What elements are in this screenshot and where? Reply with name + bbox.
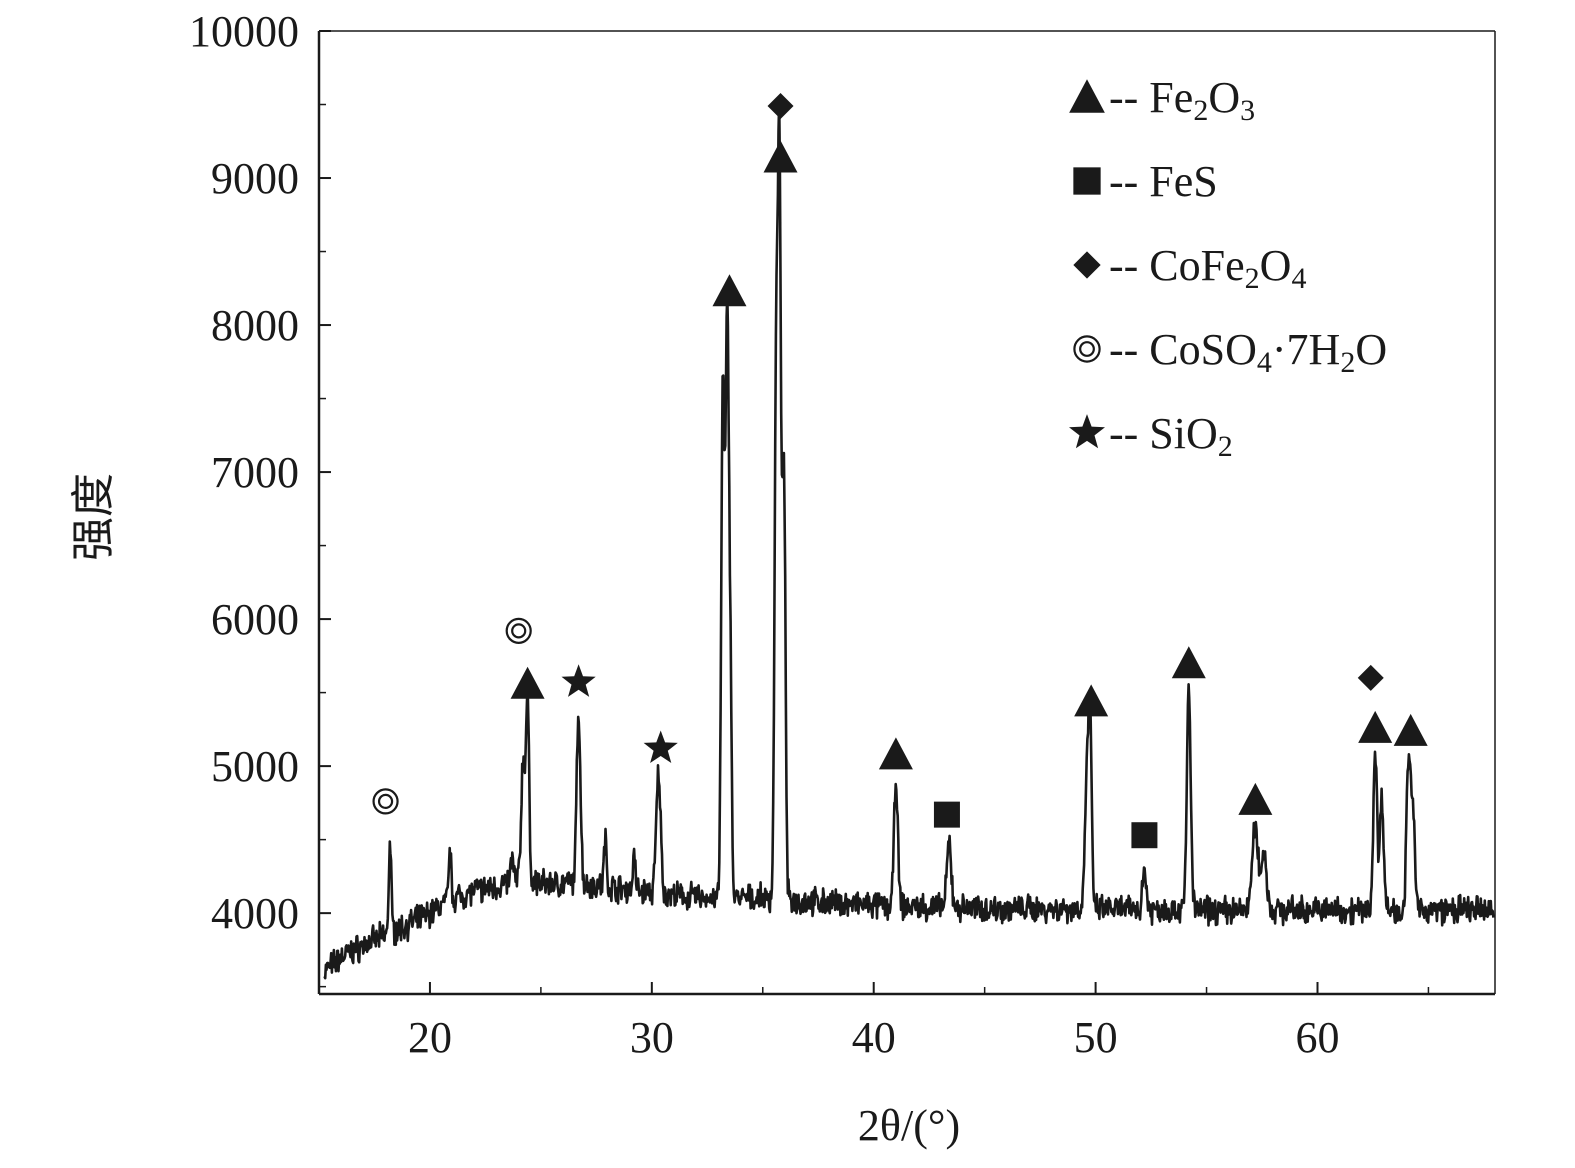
peak-marker-triangle	[712, 274, 747, 307]
plot-frame	[317, 30, 1496, 996]
legend-item: -- Fe2O3	[1069, 73, 1255, 127]
legend-label: -- Fe2O3	[1109, 73, 1255, 127]
peak-marker-triangle	[1074, 684, 1109, 717]
peak-marker-square	[1131, 822, 1158, 849]
peak-marker-triangle	[1171, 646, 1206, 679]
legend-item: -- SiO2	[1069, 409, 1233, 463]
series-spectrum	[323, 98, 1495, 980]
x-axis: 20 30 40 50 60	[318, 982, 1430, 1062]
y-tick-label: 10000	[189, 7, 299, 56]
y-tick-label: 4000	[211, 889, 299, 938]
legend-marker-triangle	[1069, 79, 1105, 113]
x-tick-label: 60	[1295, 1013, 1339, 1062]
legend: -- Fe2O3 -- FeS -- CoFe2O4 -- CoSO4·7H2O -- …	[1069, 73, 1387, 463]
spectrum-line	[323, 98, 1495, 980]
legend-label: -- SiO2	[1109, 409, 1233, 463]
outer-ring	[372, 788, 399, 815]
x-tick-label: 20	[408, 1013, 452, 1062]
legend-label: -- CoSO4·7H2O	[1109, 325, 1387, 379]
outer-ring	[505, 617, 532, 644]
legend-label: -- CoFe2O4	[1109, 241, 1306, 295]
peak-marker-star	[561, 664, 596, 697]
x-tick-label: 30	[630, 1013, 674, 1062]
y-tick-label: 8000	[211, 301, 299, 350]
legend-marker-square	[1073, 167, 1101, 195]
y-axis-title: 强度	[69, 473, 118, 561]
x-tick-label: 50	[1074, 1013, 1118, 1062]
peak-marker-triangle	[763, 140, 798, 173]
legend-marker-star	[1069, 414, 1105, 449]
legend-marker-diamond	[1073, 251, 1101, 279]
peak-marker-star	[643, 730, 678, 763]
legend-item: -- CoFe2O4	[1073, 241, 1306, 295]
peak-marker-triangle	[510, 666, 545, 699]
y-tick-label: 5000	[211, 742, 299, 791]
inner-ring	[377, 793, 394, 810]
legend-marker-double-circle	[1073, 335, 1101, 363]
peak-marker-triangle	[1238, 782, 1273, 815]
peak-marker-square	[933, 801, 960, 828]
x-axis-title: 2θ/(°)	[858, 1101, 960, 1150]
peak-marker-triangle	[878, 737, 913, 770]
inner-ring	[1079, 341, 1095, 357]
legend-item: -- CoSO4·7H2O	[1073, 325, 1387, 379]
x-tick-label: 40	[852, 1013, 896, 1062]
inner-ring	[511, 623, 527, 639]
y-tick-label: 6000	[211, 595, 299, 644]
legend-item: -- FeS	[1073, 157, 1218, 206]
y-tick-label: 9000	[211, 154, 299, 203]
peak-markers	[372, 92, 1428, 849]
peak-marker-diamond	[1357, 664, 1384, 691]
outer-ring	[1073, 335, 1101, 363]
y-tick-label: 7000	[211, 448, 299, 497]
peak-marker-double-circle	[505, 617, 532, 644]
peak-marker-triangle	[1358, 710, 1393, 743]
peak-marker-triangle	[1393, 713, 1428, 746]
peak-marker-double-circle	[372, 788, 399, 815]
y-axis: 4000 5000 6000 7000 8000 9000 10000	[189, 7, 331, 988]
peak-marker-diamond	[767, 92, 794, 119]
legend-label: -- FeS	[1109, 157, 1218, 206]
